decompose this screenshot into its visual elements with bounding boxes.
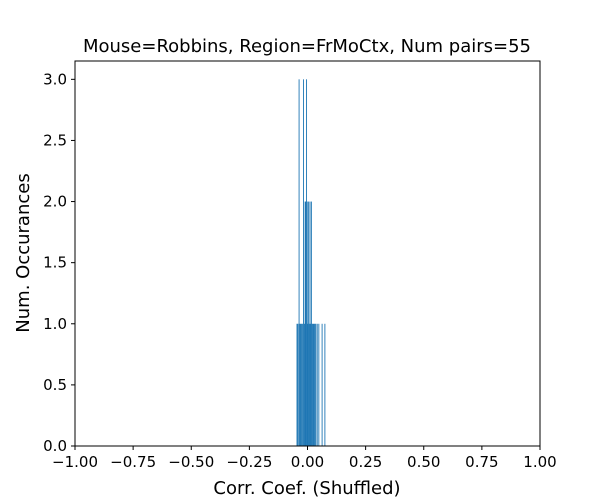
histogram-bar — [303, 323, 305, 446]
histogram-bar — [300, 323, 302, 446]
histogram-bar — [306, 79, 307, 446]
histogram-bar — [310, 201, 312, 446]
histogram-bar — [296, 323, 298, 446]
histogram-bar — [312, 323, 314, 446]
histogram-bar — [311, 323, 313, 446]
x-tick-label: 0.25 — [349, 453, 382, 471]
histogram-bar — [308, 323, 310, 446]
y-tick-label: 3.0 — [43, 70, 67, 88]
y-tick-label: 2.5 — [43, 131, 67, 149]
histogram-bar — [302, 323, 304, 446]
histogram-bar — [307, 323, 309, 446]
y-tick-label: 1.5 — [43, 254, 67, 272]
x-tick-label: 0.50 — [407, 453, 440, 471]
histogram-bar — [301, 323, 303, 446]
y-axis-ticks: 0.0 0.5 1.0 1.5 2.0 2.5 3.0 — [43, 70, 75, 455]
x-tick-label: −1.00 — [52, 453, 98, 471]
x-tick-label: 0.00 — [291, 453, 324, 471]
x-tick-label: −0.50 — [168, 453, 214, 471]
histogram-bar — [298, 79, 300, 446]
histogram-bar — [299, 323, 301, 446]
x-tick-label: −0.25 — [226, 453, 272, 471]
y-tick-label: 0.0 — [43, 437, 67, 455]
histogram-bar — [306, 201, 308, 446]
chart-title: Mouse=Robbins, Region=FrMoCtx, Num pairs… — [83, 36, 531, 57]
histogram-bar — [313, 323, 315, 446]
histogram-bar — [314, 323, 316, 446]
x-tick-label: 1.00 — [523, 453, 556, 471]
histogram-bar — [309, 201, 311, 446]
histogram-bar — [324, 323, 326, 446]
y-tick-label: 2.0 — [43, 193, 67, 211]
x-tick-label: 0.75 — [465, 453, 498, 471]
x-axis-ticks: −1.00 −0.75 −0.50 −0.25 0.00 0.25 0.50 0.75 1.00 — [52, 446, 557, 471]
y-tick-label: 1.0 — [43, 315, 67, 333]
histogram-bar — [304, 201, 306, 446]
histogram-bars — [296, 79, 326, 446]
x-axis-label: Corr. Coef. (Shuffled) — [213, 478, 400, 499]
histogram-bar — [315, 323, 317, 446]
histogram-bar — [316, 323, 318, 446]
y-axis-label: Num. Occurances — [13, 173, 34, 332]
histogram-bar — [310, 323, 312, 446]
histogram-bar — [305, 201, 307, 446]
histogram-bar — [318, 323, 320, 446]
histogram-bar — [321, 323, 323, 446]
histogram-bar — [297, 323, 299, 446]
x-tick-label: −0.75 — [110, 453, 156, 471]
y-tick-label: 0.5 — [43, 376, 67, 394]
histogram-bar — [303, 79, 304, 446]
histogram-bar — [308, 201, 310, 446]
